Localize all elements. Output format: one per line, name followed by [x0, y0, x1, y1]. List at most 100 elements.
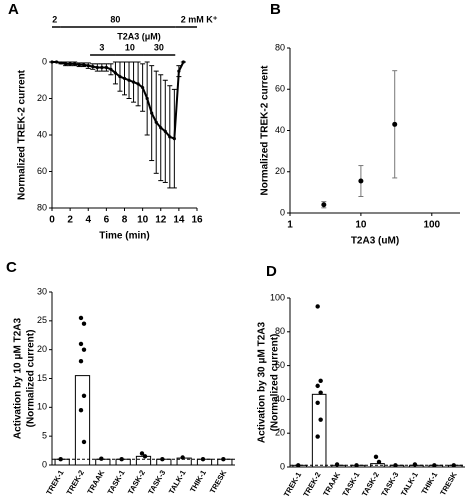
trace-point: [109, 67, 113, 71]
data-point: [318, 417, 323, 422]
trace-point: [168, 135, 172, 139]
category-label: TREK-1: [44, 468, 65, 496]
trace-point: [118, 75, 122, 79]
data-point: [180, 455, 185, 460]
x-tick-label: 14: [173, 215, 185, 226]
y-tick-label: 60: [275, 84, 285, 94]
trace-point: [122, 76, 127, 81]
x-tick-label: 1: [287, 220, 293, 231]
data-point: [81, 439, 87, 445]
point: [358, 178, 364, 184]
data-point: [81, 321, 87, 326]
x-tick-label: 12: [155, 215, 167, 226]
y-tick-label: 80: [275, 326, 285, 336]
x-tick-label: 10: [137, 215, 149, 226]
y-tick-label: 25: [37, 315, 47, 325]
trace-point: [68, 62, 72, 66]
y-tick-label: 20: [275, 166, 285, 176]
x-tick-label: 2: [67, 215, 73, 226]
trace-point: [100, 65, 104, 70]
y-tick-label: 30: [37, 286, 47, 296]
data-point: [78, 408, 84, 413]
x-axis-label: Time (min): [99, 231, 149, 242]
category-label: THIK-1: [419, 470, 439, 495]
x-axis-label: T2A3 (uM): [351, 236, 399, 247]
category-label: TALK-1: [167, 468, 188, 495]
category-label: TASK-2: [126, 468, 147, 495]
data-point: [81, 347, 87, 352]
trace-point: [181, 60, 186, 64]
panel-label: C: [6, 259, 17, 276]
bar: [74, 375, 91, 466]
category-label: TRESK: [438, 470, 459, 497]
category-label: TASK-1: [340, 470, 361, 497]
category-label: TALK-1: [399, 470, 420, 497]
y-tick-label: 0: [42, 56, 47, 66]
y-tick-label: 80: [275, 42, 285, 52]
trace: [52, 61, 185, 141]
trace-point: [150, 111, 154, 115]
y-tick-label: 40: [275, 394, 285, 404]
x-tick-label: 16: [191, 215, 203, 226]
trace-point: [127, 78, 131, 82]
y-axis-label: Normalized TREK-2 current: [17, 69, 28, 200]
annotation: 3: [99, 42, 104, 52]
category-label: TASK-3: [146, 468, 167, 495]
x-tick-label: 6: [104, 215, 110, 226]
panel-label: B: [270, 1, 281, 18]
y-tick-label: 20: [37, 344, 47, 354]
y-axis-label: Activation by 30 μM T2A3: [257, 321, 268, 443]
y-tick-label: 40: [275, 125, 285, 135]
data-point: [315, 304, 320, 309]
point: [321, 202, 327, 208]
annotation: 2 mM K⁺: [181, 14, 218, 24]
category-label: TREK-2: [65, 468, 86, 496]
y-tick-label: 20: [37, 93, 47, 103]
trace-point: [95, 65, 99, 70]
data-point: [373, 454, 379, 460]
y-axis-label: Normalized TREK-2 current: [260, 65, 271, 196]
data-point: [78, 315, 84, 321]
x-tick-label: 10: [355, 220, 367, 231]
x-tick-label: 4: [85, 215, 91, 226]
data-point: [334, 462, 340, 467]
trace-point: [91, 64, 95, 69]
category-label: TASK-1: [106, 468, 127, 495]
y-tick-label: 15: [37, 373, 47, 383]
trace-point: [50, 60, 54, 64]
x-tick-label: 100: [423, 220, 440, 231]
trace-point: [59, 61, 63, 65]
data-point: [451, 463, 456, 468]
trace-point: [82, 63, 86, 67]
category-label: TRAAK: [321, 470, 342, 498]
annotation: 10: [125, 42, 135, 52]
trace-point: [172, 137, 176, 141]
x-tick-label: 8: [122, 215, 128, 226]
data-point: [142, 454, 148, 459]
trace-point: [163, 129, 167, 133]
data-point: [318, 390, 323, 395]
trace-point: [154, 120, 158, 124]
data-point: [119, 457, 124, 462]
annotation: T2A3 (μM): [117, 31, 161, 41]
y-axis-label: (Normalized current): [26, 330, 37, 428]
data-point: [318, 378, 323, 384]
data-point: [78, 359, 84, 364]
data-point: [315, 383, 320, 389]
annotation: 30: [154, 42, 164, 52]
y-axis-label: (Normalized current): [270, 334, 281, 432]
data-point: [58, 457, 63, 462]
bar: [311, 393, 327, 468]
data-point: [315, 434, 320, 439]
data-point: [376, 459, 382, 465]
y-tick-label: 60: [37, 166, 47, 176]
annotation: 2: [52, 14, 57, 24]
data-point: [315, 400, 320, 405]
y-tick-label: 80: [37, 202, 47, 212]
trace-point: [54, 60, 59, 64]
data-point: [99, 456, 104, 461]
trace-point: [141, 85, 145, 90]
trace-point: [73, 62, 77, 66]
data-point: [78, 341, 84, 347]
